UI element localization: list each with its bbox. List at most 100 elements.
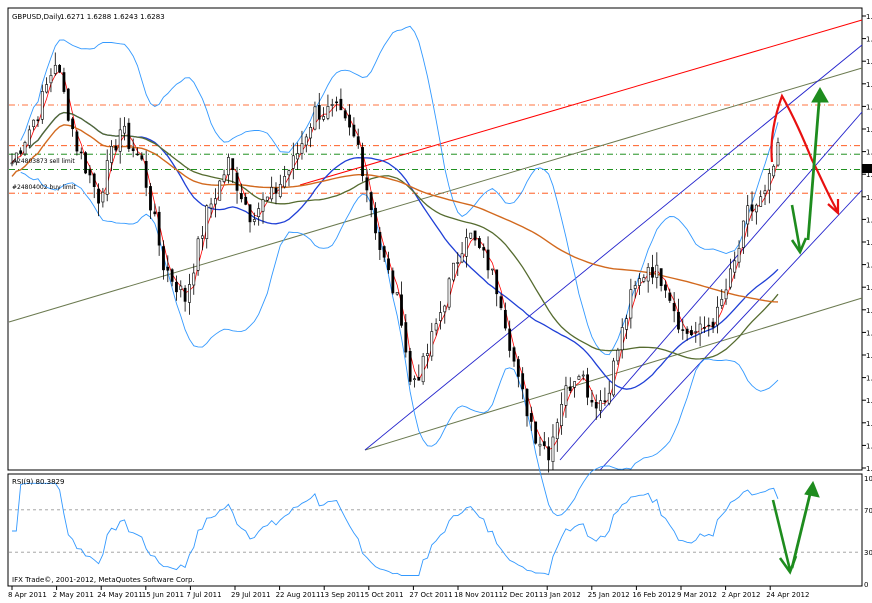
candle-body — [23, 142, 27, 155]
rsi-tick-label: 0 — [864, 581, 868, 589]
candle-body — [192, 272, 196, 286]
x-tick-label: 13 Sep 2011 — [320, 591, 364, 599]
x-tick-label: 3 Jan 2012 — [543, 591, 581, 599]
candle-body — [447, 278, 451, 308]
y-tick-label: 1.6 — [866, 194, 872, 202]
candle-body — [529, 413, 533, 422]
candle-body — [58, 64, 62, 73]
y-tick-label: 1.6 — [866, 126, 872, 134]
candle-body — [594, 402, 598, 409]
candle-body — [19, 150, 23, 154]
candle-body — [542, 441, 546, 446]
green-arrow-up — [806, 89, 822, 241]
candle-body — [690, 330, 693, 336]
candle-body — [651, 267, 654, 278]
candle-body — [374, 207, 377, 234]
candle-body — [521, 373, 525, 390]
candle-body — [14, 152, 18, 163]
candle-body — [365, 177, 369, 191]
candle-body — [759, 196, 763, 207]
candle-body — [698, 323, 702, 335]
candle-body — [196, 238, 200, 271]
y-tick-label: 1.6 — [866, 465, 872, 473]
red-arrow-head — [827, 199, 840, 216]
rsi-panel[interactable] — [7, 473, 863, 587]
candle-body — [616, 349, 620, 362]
last-price-marker — [862, 164, 872, 173]
bollinger-bands — [20, 25, 779, 517]
candle-body — [101, 191, 105, 203]
chart-title: GBPUSD,Daily — [12, 13, 61, 21]
candle-body — [387, 258, 390, 271]
candle-body — [603, 400, 607, 403]
candle-body — [110, 146, 113, 163]
candle-body — [291, 155, 295, 169]
candle-body — [248, 204, 252, 223]
candle-body — [326, 106, 330, 119]
y-axis: 1.6 1.6 1.6 1.6 1.6 1.6 1.6 1.6 1.6 1.6 1.6 1.6 1.6 1… — [862, 13, 872, 589]
candle-body — [430, 331, 434, 357]
ma-orange-line — [11, 124, 779, 303]
candle-body — [642, 277, 646, 282]
ohlc-readout: 1.6271 1.6288 1.6243 1.6283 — [60, 13, 165, 21]
candle-body — [534, 421, 538, 444]
candle-body — [426, 353, 429, 356]
candle-body — [573, 381, 576, 388]
candle-body — [607, 392, 611, 404]
candle-body — [421, 355, 425, 383]
y-tick-label: 1.6 — [866, 58, 872, 66]
y-tick-label: 1.6 — [866, 397, 872, 405]
y-tick-label: 1.6 — [866, 149, 872, 157]
candle-body — [66, 88, 70, 121]
x-tick-label: 25 Jan 2012 — [588, 591, 630, 599]
candle-body — [564, 385, 568, 406]
candle-body — [369, 192, 373, 210]
candle-body — [175, 281, 178, 293]
candle-body — [114, 145, 118, 151]
green-arrow-down-head — [790, 237, 808, 255]
candle-body — [746, 205, 750, 225]
price-panel[interactable] — [7, 7, 863, 471]
candle-body — [361, 147, 364, 177]
candle-body — [703, 327, 706, 329]
candle-body — [166, 266, 170, 271]
candle-body — [257, 208, 261, 217]
candle-body — [144, 161, 148, 188]
bollinger-lower — [20, 171, 779, 517]
candle-body — [140, 155, 144, 160]
y-tick-label: 1.6 — [866, 284, 872, 292]
hand-drawn-arrows — [770, 86, 840, 575]
candle-body — [720, 299, 724, 306]
y-tick-label: 1.6 — [866, 171, 872, 179]
y-tick-label: 1.6 — [866, 262, 872, 270]
candle-body — [460, 253, 464, 263]
candle-body — [456, 262, 460, 264]
candle-body — [209, 203, 213, 209]
candle-body — [97, 188, 100, 204]
rsi-series — [12, 482, 779, 576]
x-tick-label: 15 Jun 2011 — [142, 591, 184, 599]
ma-green-line — [28, 111, 779, 360]
candles — [10, 52, 780, 473]
candle-body — [62, 72, 66, 92]
candle-body — [395, 292, 399, 295]
candle-body — [378, 232, 382, 250]
candle-body — [317, 104, 321, 120]
candle-body — [486, 249, 490, 271]
candle-body — [612, 360, 615, 396]
candle-body — [408, 351, 412, 382]
rsi-tick-label: 30 — [864, 549, 872, 557]
green-arrow-up-head — [811, 86, 829, 103]
candle-body — [201, 235, 204, 239]
candle-body — [586, 374, 589, 398]
candle-body — [352, 124, 356, 137]
y-tick-label: 1.6 — [866, 13, 872, 21]
candle-body — [477, 238, 481, 248]
channel-line-1 — [364, 44, 863, 451]
candle-body — [239, 193, 243, 200]
red-arrow-path — [770, 93, 839, 213]
candle-body — [40, 91, 44, 120]
candle-body — [274, 187, 278, 194]
y-tick-label: 1.6 — [866, 375, 872, 383]
